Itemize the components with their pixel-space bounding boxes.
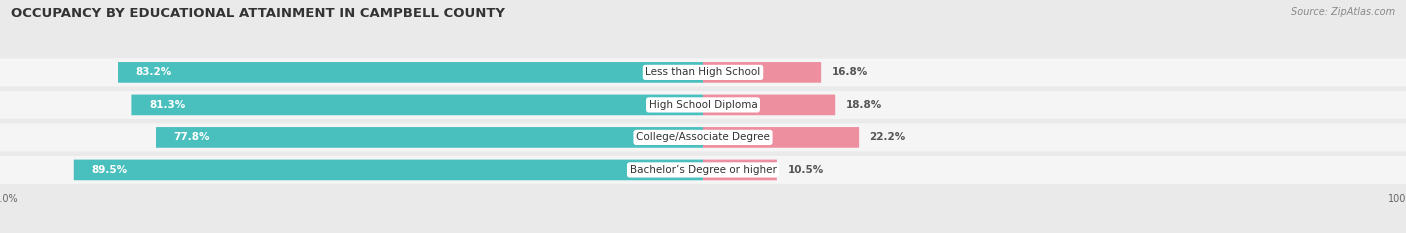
Text: 89.5%: 89.5% (91, 165, 128, 175)
FancyBboxPatch shape (703, 62, 821, 83)
Text: OCCUPANCY BY EDUCATIONAL ATTAINMENT IN CAMPBELL COUNTY: OCCUPANCY BY EDUCATIONAL ATTAINMENT IN C… (11, 7, 505, 20)
Text: 83.2%: 83.2% (135, 67, 172, 77)
Text: 77.8%: 77.8% (173, 132, 209, 142)
Text: College/Associate Degree: College/Associate Degree (636, 132, 770, 142)
FancyBboxPatch shape (118, 62, 703, 83)
Text: Less than High School: Less than High School (645, 67, 761, 77)
FancyBboxPatch shape (156, 127, 703, 148)
Text: 81.3%: 81.3% (149, 100, 186, 110)
FancyBboxPatch shape (0, 156, 1406, 184)
Text: 18.8%: 18.8% (846, 100, 882, 110)
Text: 22.2%: 22.2% (869, 132, 905, 142)
FancyBboxPatch shape (131, 95, 703, 115)
FancyBboxPatch shape (73, 160, 703, 180)
Text: Source: ZipAtlas.com: Source: ZipAtlas.com (1291, 7, 1395, 17)
FancyBboxPatch shape (703, 160, 778, 180)
Text: 16.8%: 16.8% (832, 67, 868, 77)
FancyBboxPatch shape (703, 127, 859, 148)
Text: 10.5%: 10.5% (787, 165, 824, 175)
Text: High School Diploma: High School Diploma (648, 100, 758, 110)
FancyBboxPatch shape (703, 95, 835, 115)
Text: Bachelor’s Degree or higher: Bachelor’s Degree or higher (630, 165, 776, 175)
FancyBboxPatch shape (0, 91, 1406, 119)
FancyBboxPatch shape (0, 58, 1406, 86)
FancyBboxPatch shape (0, 123, 1406, 151)
